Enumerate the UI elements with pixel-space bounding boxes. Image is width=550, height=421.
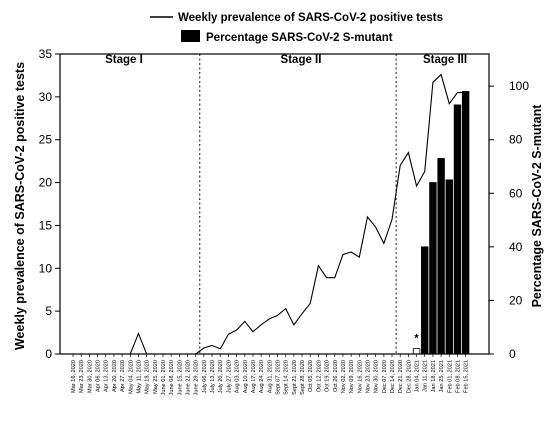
x-axis-tick-label: Oct 05, 2020 <box>308 360 314 392</box>
bar-mark <box>412 348 421 355</box>
right-axis-tick-label: 100 <box>509 79 529 93</box>
x-axis-tick-label: Aug 24, 2020 <box>259 360 265 393</box>
x-axis-tick-label: Aug 31, 2020 <box>267 360 273 393</box>
x-axis-tick-label: Aug 10, 2020 <box>243 360 249 393</box>
plot-frame <box>59 53 490 355</box>
x-axis-tick-label: Sept 21, 2020 <box>292 360 298 395</box>
x-axis-tick-label: Dec 28, 2020 <box>406 360 412 393</box>
bar-mark <box>461 91 470 355</box>
right-axis-tick-label: 20 <box>509 293 523 307</box>
left-axis-tick-label: 25 <box>39 133 53 147</box>
x-axis-tick-label: June 22, 2020 <box>186 360 192 395</box>
left-axis-tick-label: 30 <box>39 90 53 104</box>
x-axis-tick-label: Nov 23, 2020 <box>365 360 371 393</box>
x-axis-tick-label: May 25, 2020 <box>153 360 159 394</box>
x-axis-tick-label: July 20, 2020 <box>218 360 224 393</box>
x-axis-tick-label: Mar 23, 2020 <box>79 360 85 393</box>
x-axis-tick-label: Oct 12, 2020 <box>316 360 322 392</box>
right-axis-title: Percentage SARS-CoV-2 S-mutant <box>530 104 544 308</box>
x-axis-tick-label: Dec 21, 2020 <box>398 360 404 393</box>
x-axis-tick-label: June 01, 2020 <box>161 360 167 395</box>
x-axis-tick-label: July 06, 2020 <box>202 360 208 393</box>
x-axis-tick-label: Aug 17, 2020 <box>251 360 257 393</box>
x-axis-tick-label: Mar 16, 2020 <box>71 360 77 393</box>
left-axis-title: Weekly prevalence of SARS-CoV-2 positive… <box>13 62 27 350</box>
x-axis-tick-label: Feb 15, 2021 <box>464 360 470 393</box>
left-axis-tick-label: 20 <box>39 176 53 190</box>
x-axis-tick-label: Dec 07, 2020 <box>382 360 388 393</box>
stage-label-1: Stage I <box>105 54 143 66</box>
x-axis-tick-label: June 15, 2020 <box>177 360 183 395</box>
x-axis-tick-label: Jan 04, 2021 <box>415 360 421 392</box>
x-axis-tick-label: Sept 28, 2020 <box>300 360 306 395</box>
legend-bar-label: Percentage SARS-CoV-2 S-mutant <box>206 32 393 44</box>
x-axis-tick-label: Apr 13, 2020 <box>104 360 110 392</box>
left-axis-tick-label: 5 <box>45 304 52 318</box>
x-axis-tick-label: Nov 09, 2020 <box>349 360 355 393</box>
x-axis-tick-label: May 04, 2020 <box>128 360 134 394</box>
stage-labels: Stage I Stage II Stage III <box>105 54 467 66</box>
x-axis-tick-label: Sept 07, 2020 <box>276 360 282 395</box>
x-axis-tick-label: Feb 01, 2021 <box>447 360 453 393</box>
x-axis-tick-label: Apr 06, 2020 <box>96 360 102 392</box>
x-axis-tick-label: Dec 14, 2020 <box>390 360 396 393</box>
x-axis-tick-label: Jan 25, 2021 <box>439 360 445 392</box>
legend-bar-swatch <box>181 30 200 42</box>
x-axis-tick-label: July 13, 2020 <box>210 360 216 393</box>
x-axis-tick-label: Apr 27, 2020 <box>120 360 126 392</box>
x-axis-tick-label: Nov 30, 2020 <box>374 360 380 393</box>
x-axis-tick-label: Sept 14, 2020 <box>284 360 290 395</box>
x-axis-tick-label: Mar 30, 2020 <box>87 360 93 393</box>
right-axis-tick-label: 40 <box>509 240 523 254</box>
legend-line-label: Weekly prevalence of SARS-CoV-2 positive… <box>178 12 443 24</box>
bar-mark <box>429 182 437 355</box>
bar-mark <box>421 246 429 355</box>
x-axis-tick-label: June 08, 2020 <box>169 360 175 395</box>
x-axis-tick-label: May 11, 2020 <box>136 360 142 393</box>
right-axis-tick-label: 80 <box>509 133 523 147</box>
stage-label-3: Stage III <box>423 54 467 66</box>
bar-mark <box>445 179 453 355</box>
x-axis-tick-label: May 18, 2020 <box>145 360 151 394</box>
left-axis-tick-label: 35 <box>39 47 53 61</box>
bar-mark <box>453 104 462 355</box>
x-axis-tick-label: July 27, 2020 <box>226 360 232 393</box>
bar-mark <box>437 158 445 355</box>
left-axis-tick-label: 0 <box>45 347 52 361</box>
x-axis-tick-label: Jan 11, 2021 <box>423 360 429 392</box>
left-axis-tick-label: 15 <box>39 218 53 232</box>
stage-label-2: Stage II <box>281 54 322 66</box>
bar-annotation: * <box>414 333 419 345</box>
x-axis-tick-label: Jan 18, 2021 <box>431 360 437 392</box>
x-axis-tick-label: June 29, 2020 <box>194 360 200 395</box>
x-axis-tick-label: Aug 03, 2020 <box>235 360 241 393</box>
legend: Weekly prevalence of SARS-CoV-2 positive… <box>150 12 443 44</box>
right-axis-tick-label: 0 <box>509 347 516 361</box>
x-axis-tick-label: Nov 16, 2020 <box>357 360 363 393</box>
x-axis-tick-label: Nov 02, 2020 <box>341 360 347 393</box>
x-axis-tick-label: Apr 20, 2020 <box>112 360 118 392</box>
x-axis-tick-label: Feb 08, 2021 <box>455 360 461 393</box>
right-axis-tick-label: 60 <box>509 186 523 200</box>
line-series-path <box>73 73 466 355</box>
x-axis-tick-label: Oct 26, 2020 <box>333 360 339 392</box>
left-axis-tick-label: 10 <box>39 261 53 275</box>
x-axis-tick-label: Oct 19, 2020 <box>325 360 331 392</box>
